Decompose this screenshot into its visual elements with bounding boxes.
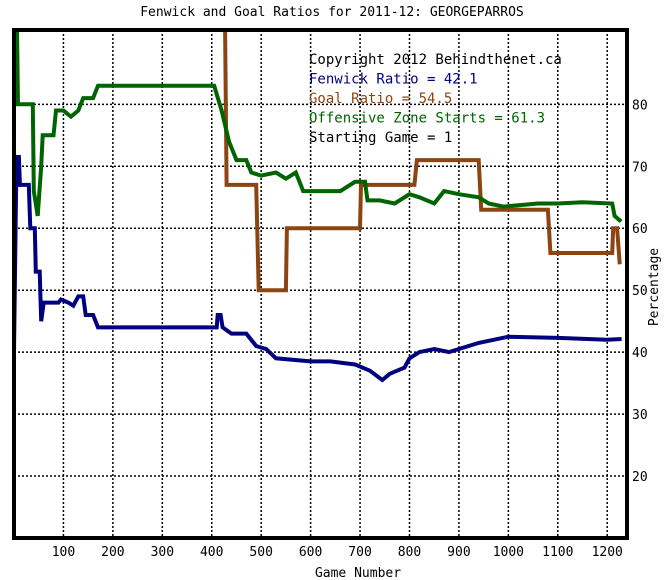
x-tick-label: 700	[348, 545, 371, 560]
y-axis-label: Percentage	[647, 248, 662, 326]
y-tick-label: 50	[632, 284, 648, 299]
x-axis-label: Game Number	[315, 566, 401, 580]
series-line	[12, 28, 623, 224]
x-tick-label: 500	[249, 545, 272, 560]
x-tick-label: 900	[447, 545, 470, 560]
x-tick-label: 300	[151, 545, 174, 560]
legend-entry: Fenwick Ratio = 42.1	[309, 72, 478, 88]
x-tick-label: 800	[398, 545, 421, 560]
legend-entry: Copyright 2012 Behindthenet.ca	[309, 52, 562, 68]
y-tick-label: 80	[632, 98, 648, 113]
x-tick-label: 1200	[592, 545, 623, 560]
y-tick-label: 60	[632, 222, 648, 237]
series-line	[223, 27, 622, 293]
x-tick-label: 400	[200, 545, 223, 560]
y-tick-label: 70	[632, 160, 648, 175]
grid	[14, 30, 627, 538]
y-tick-label: 40	[632, 346, 648, 361]
x-tick-label: 100	[52, 545, 75, 560]
x-tick-label: 1100	[542, 545, 573, 560]
legend-entry: Starting Game = 1	[309, 130, 452, 146]
y-tick-label: 30	[632, 408, 648, 423]
legend-entry: Offensive Zone Starts = 61.3	[309, 111, 545, 127]
series-layer	[11, 27, 623, 383]
plot-frame	[12, 28, 629, 540]
x-tick-label: 1000	[493, 545, 524, 560]
x-tick-label: 200	[101, 545, 124, 560]
legend: Copyright 2012 Behindthenet.ca Fenwick Ra…	[309, 52, 562, 146]
chart-title: Fenwick and Goal Ratios for 2011-12: GEO…	[140, 5, 524, 20]
y-tick-label: 20	[632, 470, 648, 485]
series-line	[11, 155, 622, 383]
x-tick-label: 600	[299, 545, 322, 560]
legend-entry: Goal Ratio = 54.5	[309, 91, 452, 107]
tick-labels: 100 200 300 400 500 600 700 800 900 1000 1100 1200 2…	[52, 98, 648, 560]
